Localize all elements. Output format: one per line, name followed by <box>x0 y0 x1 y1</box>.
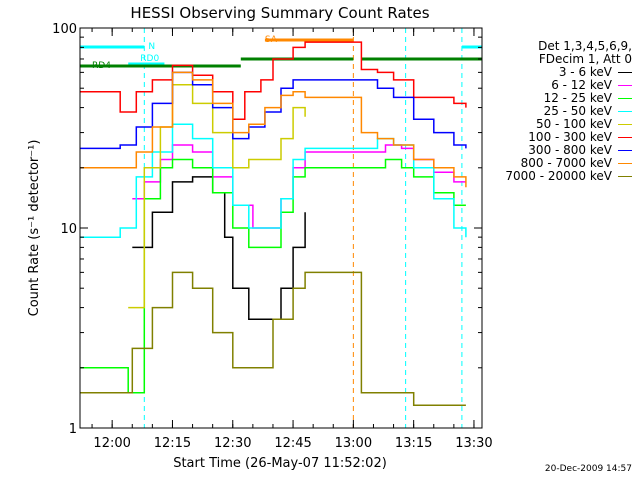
legend-label: 7000 - 20000 keV <box>505 169 612 183</box>
x-tick-label: 13:15 <box>395 436 432 451</box>
legend-header-line-2: FDecim 1, Att 0 <box>538 52 632 66</box>
legend-entry: 50 - 100 keV <box>482 118 632 131</box>
series-layer <box>80 41 467 406</box>
flag-label: SA <box>265 35 278 45</box>
legend-swatch <box>618 72 632 73</box>
legend: Det 1,3,4,5,6,9, FDecim 1, Att 0 3 - 6 k… <box>482 40 632 183</box>
legend-entry: 100 - 300 keV <box>482 131 632 144</box>
legend-swatch <box>618 163 632 164</box>
legend-entry: 6 - 12 keV <box>482 79 632 92</box>
x-tick-label: 12:00 <box>93 436 130 451</box>
legend-label: 100 - 300 keV <box>528 130 612 144</box>
legend-swatch <box>618 137 632 138</box>
x-tick-label: 12:15 <box>154 436 191 451</box>
legend-swatch <box>618 150 632 151</box>
legend-entries: 3 - 6 keV 6 - 12 keV 12 - 25 keV 25 - 50 ke… <box>482 66 632 183</box>
series-line-0 <box>132 176 306 320</box>
x-tick-label: 12:30 <box>214 436 251 451</box>
x-tick-label: 13:00 <box>335 436 372 451</box>
y-tick-label: 10 <box>60 222 77 237</box>
y-tick-label: 1 <box>69 422 77 437</box>
series-line-1 <box>132 144 466 229</box>
legend-swatch <box>618 111 632 112</box>
legend-label: 3 - 6 keV <box>558 65 612 79</box>
legend-label: 12 - 25 keV <box>543 91 612 105</box>
series-line-4 <box>128 84 306 309</box>
flag-label: RD0 <box>140 54 159 64</box>
legend-label: 6 - 12 keV <box>551 78 612 92</box>
series-line-7 <box>80 71 467 188</box>
series-line-3 <box>80 123 467 238</box>
legend-entry: 7000 - 20000 keV <box>482 170 632 183</box>
legend-swatch <box>618 124 632 125</box>
legend-swatch <box>618 98 632 99</box>
series-line-8 <box>80 271 466 406</box>
legend-label: 50 - 100 keV <box>535 117 612 131</box>
legend-swatch <box>618 85 632 86</box>
flag-label: RD4 <box>92 61 111 71</box>
series-line-5 <box>80 41 467 120</box>
axes: 12:00 12:15 12:30 12:45 13:00 13:15 13:30 1 10 10… <box>52 22 493 451</box>
y-tick-label: 100 <box>52 22 77 37</box>
x-tick-label: 12:45 <box>274 436 311 451</box>
x-tick-label: 13:30 <box>455 436 492 451</box>
flag-label: N <box>148 42 155 52</box>
series-line-6 <box>80 71 467 150</box>
x-axis-label: Start Time (26-May-07 11:52:02) <box>173 456 387 471</box>
legend-header-line-1: Det 1,3,4,5,6,9, <box>538 39 632 53</box>
legend-label: 300 - 800 keV <box>528 143 612 157</box>
legend-entry: 12 - 25 keV <box>482 92 632 105</box>
legend-entry: 25 - 50 keV <box>482 105 632 118</box>
footer-timestamp: 20-Dec-2009 14:57 <box>544 464 632 474</box>
y-axis-label: Count Rate (s⁻¹ detector⁻¹) <box>27 140 42 317</box>
legend-entry: 300 - 800 keV <box>482 144 632 157</box>
legend-label: 25 - 50 keV <box>543 104 612 118</box>
chart-title: HESSI Observing Summary Count Rates <box>130 4 429 22</box>
legend-swatch <box>618 176 632 177</box>
legend-label: 800 - 7000 keV <box>520 156 612 170</box>
legend-entry: 800 - 7000 keV <box>482 157 632 170</box>
legend-entry: 3 - 6 keV <box>482 66 632 79</box>
